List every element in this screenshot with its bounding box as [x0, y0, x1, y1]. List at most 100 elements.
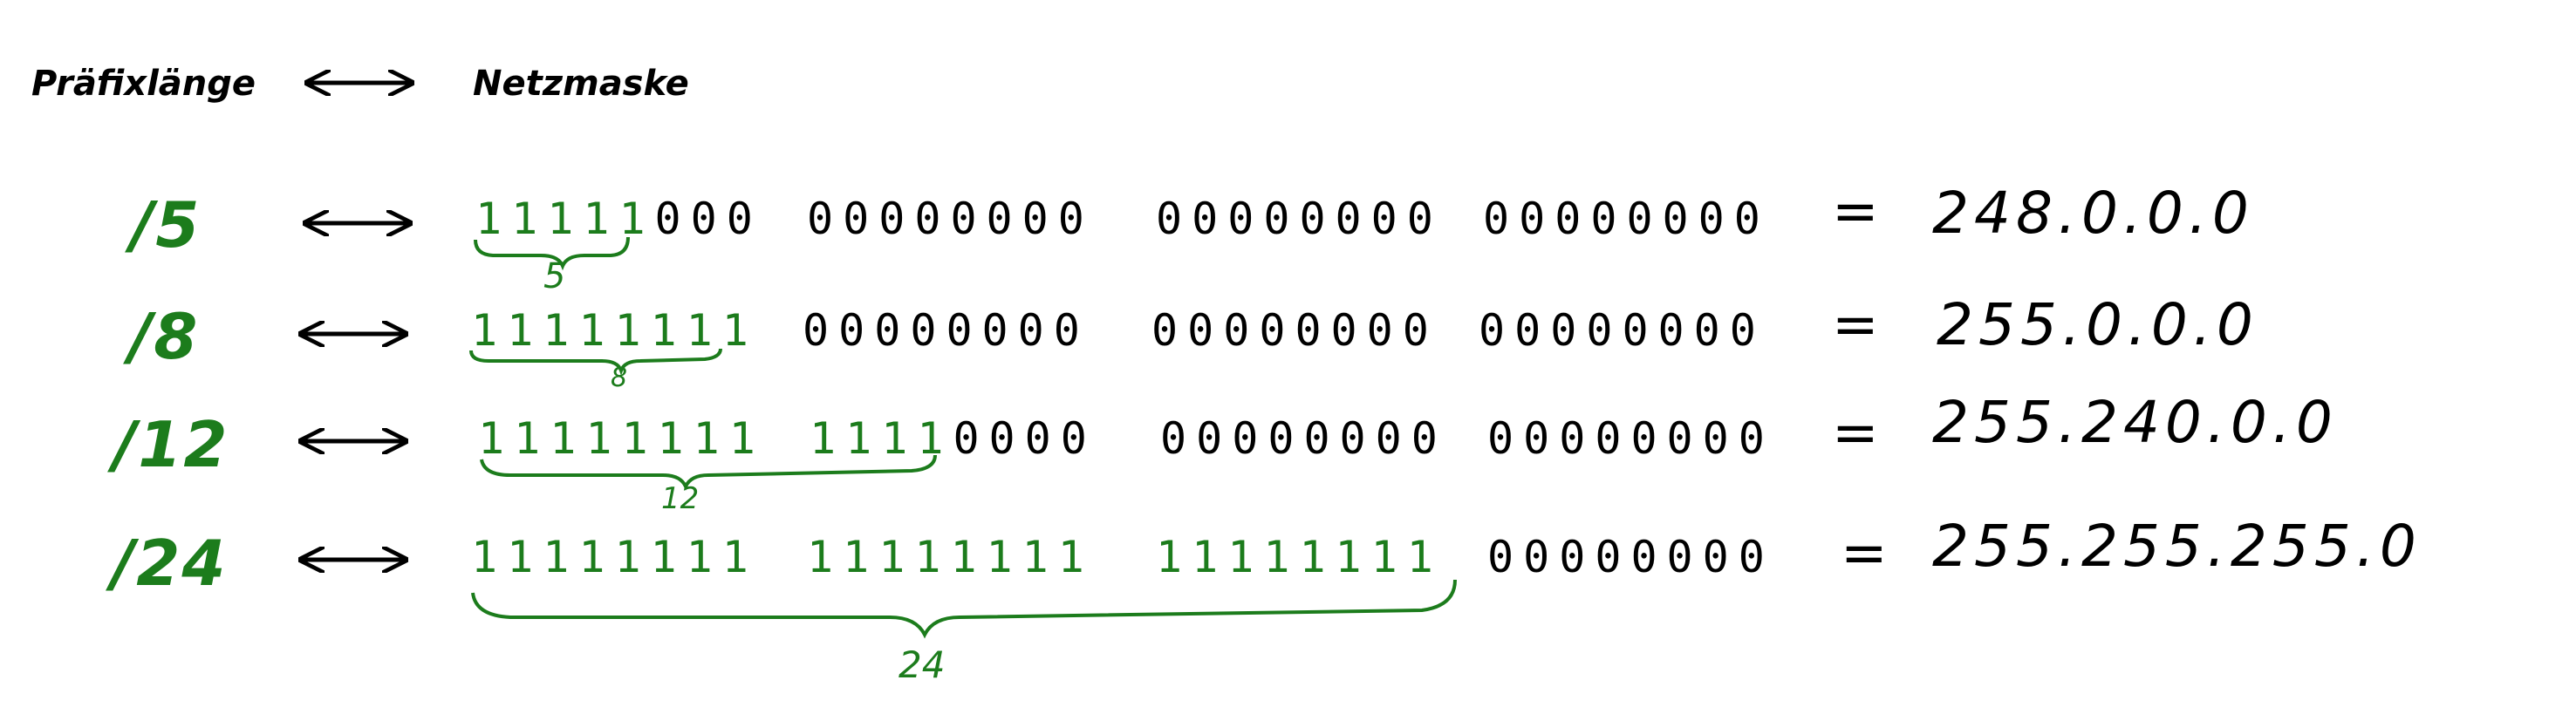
bit-zero: 0 [1330, 305, 1367, 356]
bit-one: 1 [543, 532, 579, 582]
bit-zero: 0 [1268, 413, 1304, 464]
bit-one: 1 [578, 305, 615, 356]
octet: 00000000 [1156, 194, 1443, 244]
bit-zero: 0 [1630, 532, 1667, 582]
equals-sign: = [1832, 293, 1879, 357]
octet: 11111111 [478, 413, 765, 464]
dotted-mask-255-240-0-0: 255.240.0.0 [1932, 389, 2338, 456]
bit-one: 1 [614, 532, 651, 582]
bit-zero: 0 [1017, 305, 1054, 356]
octet: 11111111 [1156, 532, 1443, 582]
bit-one: 1 [881, 413, 918, 464]
bit-one: 1 [721, 305, 758, 356]
bit-zero: 0 [1666, 532, 1703, 582]
bit-zero: 0 [1590, 194, 1627, 244]
bit-one: 1 [478, 413, 515, 464]
bit-zero: 0 [1702, 532, 1739, 582]
bit-one: 1 [514, 413, 550, 464]
bit-zero: 0 [1630, 413, 1667, 464]
bit-zero: 0 [1151, 305, 1188, 356]
bit-zero: 0 [1370, 194, 1407, 244]
bit-one: 1 [1227, 532, 1264, 582]
bit-zero: 0 [1559, 413, 1595, 464]
bit-one: 1 [614, 305, 651, 356]
bit-zero: 0 [1595, 413, 1631, 464]
bit-one: 1 [550, 413, 586, 464]
bit-zero: 0 [953, 413, 989, 464]
bit-one: 1 [843, 532, 879, 582]
bit-one: 1 [686, 532, 722, 582]
bit-one: 1 [585, 413, 622, 464]
bit-zero: 0 [1586, 305, 1623, 356]
bit-zero: 0 [1366, 305, 1403, 356]
bit-zero: 0 [1156, 194, 1192, 244]
bit-one: 1 [471, 305, 508, 356]
bit-one: 1 [621, 413, 658, 464]
bit-zero: 0 [1487, 532, 1524, 582]
octet: 00000000 [1483, 194, 1770, 244]
bit-zero: 0 [690, 194, 727, 244]
bit-zero: 0 [726, 194, 762, 244]
bit-one: 1 [578, 532, 615, 582]
bit-one: 1 [721, 532, 758, 582]
bit-zero: 0 [914, 194, 951, 244]
bit-one: 1 [686, 305, 722, 356]
bit-zero: 0 [1196, 413, 1233, 464]
dotted-mask-255-255-255-0: 255.255.255.0 [1932, 513, 2422, 580]
bit-one: 1 [1156, 532, 1192, 582]
bit-zero: 0 [878, 194, 915, 244]
bit-one: 1 [1022, 532, 1058, 582]
bit-zero: 0 [1402, 305, 1438, 356]
bit-one: 1 [807, 532, 844, 582]
bit-zero: 0 [1263, 194, 1300, 244]
bit-one: 1 [693, 413, 729, 464]
bit-zero: 0 [1022, 194, 1058, 244]
bit-zero: 0 [1299, 194, 1336, 244]
netmask-header: Netzmaske [473, 64, 689, 104]
bit-zero: 0 [1024, 413, 1061, 464]
octet: 11111111 [471, 305, 758, 356]
bit-zero: 0 [1738, 413, 1774, 464]
bit-one: 1 [507, 532, 543, 582]
equals-sign: = [1832, 180, 1879, 244]
bit-zero: 0 [1523, 413, 1560, 464]
bit-zero: 0 [1335, 194, 1371, 244]
bit-one: 1 [511, 194, 548, 244]
octet: 11111111 [471, 532, 758, 582]
bit-zero: 0 [1693, 305, 1730, 356]
bit-zero: 0 [1666, 413, 1703, 464]
bit-zero: 0 [1487, 413, 1524, 464]
bit-one: 1 [1335, 532, 1371, 582]
bit-zero: 0 [1232, 413, 1268, 464]
bit-zero: 0 [1411, 413, 1447, 464]
octet: 00000000 [1487, 413, 1774, 464]
bit-zero: 0 [1483, 194, 1520, 244]
octet: 00000000 [1479, 305, 1766, 356]
bit-zero: 0 [874, 305, 911, 356]
bit-one: 1 [950, 532, 987, 582]
bit-zero: 0 [1519, 194, 1555, 244]
octet: 11110000 [810, 413, 1097, 464]
bit-one: 1 [475, 194, 512, 244]
bit-zero: 0 [1662, 194, 1698, 244]
bit-one: 1 [657, 413, 694, 464]
bit-zero: 0 [1303, 413, 1340, 464]
brace-row-5 [474, 236, 630, 271]
bit-one: 1 [845, 413, 882, 464]
bit-zero: 0 [910, 305, 946, 356]
bit-zero: 0 [1554, 194, 1591, 244]
octet: 00000000 [1151, 305, 1438, 356]
equals-sign: = [1832, 401, 1879, 466]
bit-zero: 0 [1729, 305, 1766, 356]
bit-one: 1 [547, 194, 584, 244]
brace-label-12: 12 [661, 481, 700, 516]
bit-one: 1 [543, 305, 579, 356]
prefix-length-12: /12 [113, 408, 229, 481]
bit-zero: 0 [988, 413, 1025, 464]
bit-one: 1 [917, 413, 953, 464]
brace-label-24: 24 [899, 643, 946, 686]
bit-one: 1 [1192, 532, 1228, 582]
bit-zero: 0 [1733, 194, 1770, 244]
bit-one: 1 [618, 194, 655, 244]
prefix-length-8: /8 [129, 300, 200, 373]
